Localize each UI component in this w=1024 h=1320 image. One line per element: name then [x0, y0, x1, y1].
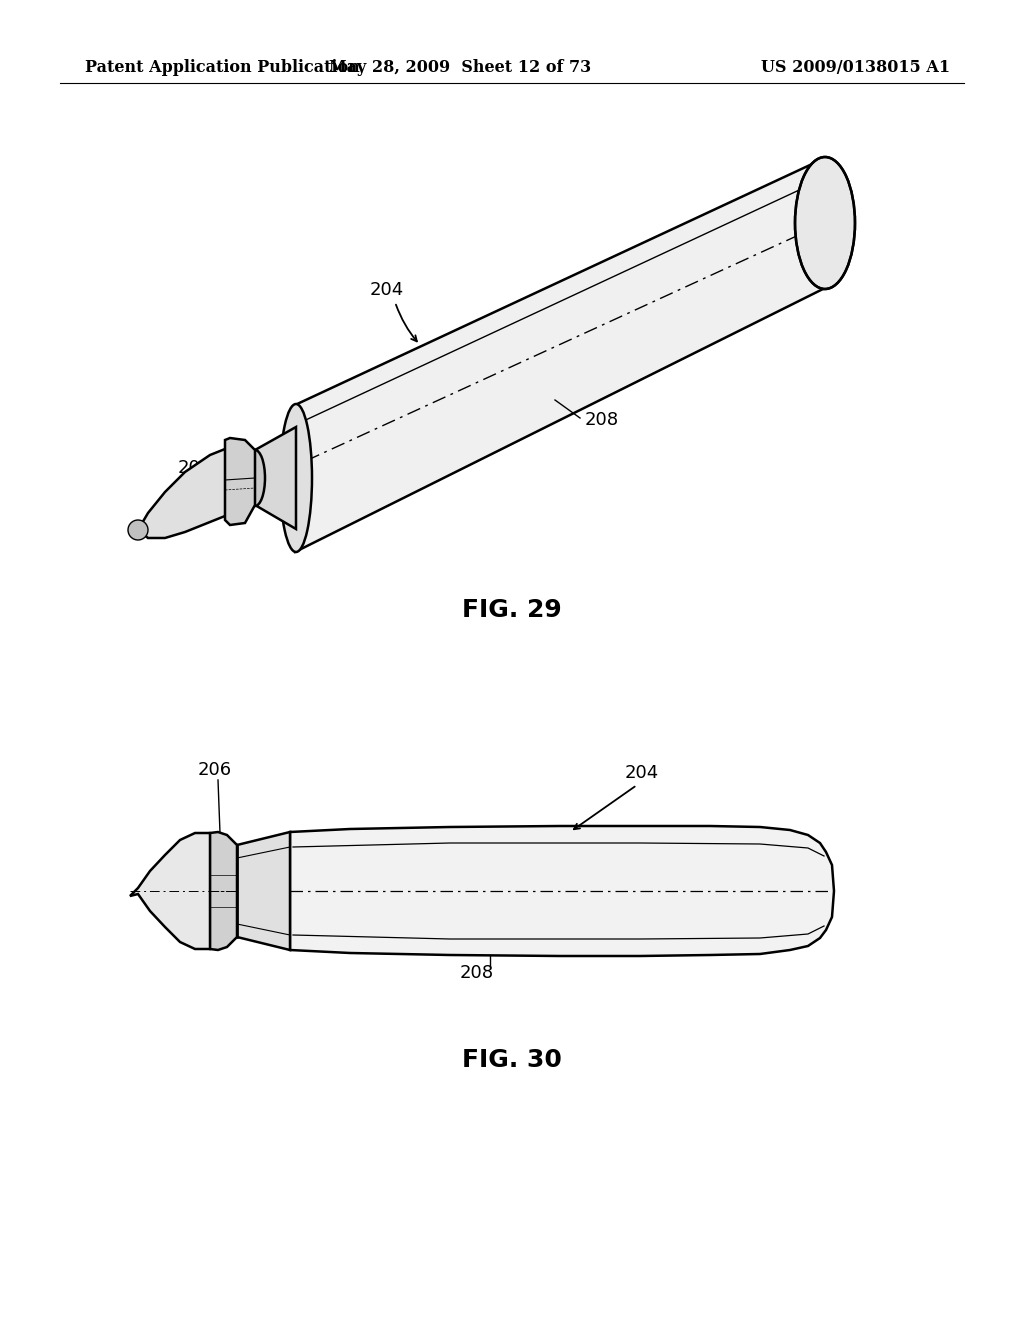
Polygon shape — [138, 445, 255, 539]
Circle shape — [128, 520, 148, 540]
Text: US 2009/0138015 A1: US 2009/0138015 A1 — [761, 59, 950, 77]
Text: Patent Application Publication: Patent Application Publication — [85, 59, 359, 77]
Polygon shape — [290, 826, 834, 956]
Polygon shape — [130, 833, 237, 949]
Polygon shape — [210, 832, 237, 950]
Text: 208: 208 — [585, 411, 620, 429]
Text: 204: 204 — [625, 764, 659, 781]
Ellipse shape — [245, 450, 265, 506]
Polygon shape — [255, 426, 296, 529]
Text: 206: 206 — [198, 762, 232, 779]
Text: FIG. 30: FIG. 30 — [462, 1048, 562, 1072]
Polygon shape — [237, 832, 290, 950]
Ellipse shape — [795, 157, 855, 289]
Polygon shape — [225, 438, 255, 525]
Text: 204: 204 — [370, 281, 404, 300]
Text: 206: 206 — [178, 459, 212, 477]
Text: 208: 208 — [460, 964, 495, 982]
Polygon shape — [295, 158, 825, 552]
Text: May 28, 2009  Sheet 12 of 73: May 28, 2009 Sheet 12 of 73 — [329, 59, 591, 77]
Text: FIG. 29: FIG. 29 — [462, 598, 562, 622]
Ellipse shape — [280, 404, 312, 552]
